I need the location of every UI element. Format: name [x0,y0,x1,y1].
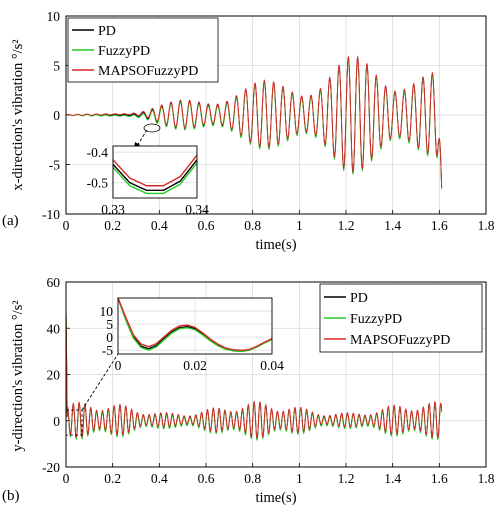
y-tick-label-b: 20 [47,368,61,383]
x-tick-label-a: 0 [63,218,70,233]
inset-line-mapsofuzzypd-b [118,298,272,352]
inset-y-tick-label-b: 5 [106,317,113,332]
inset-tick-labels-a: 0.33 0.34 -0.4 -0.5 [87,145,209,217]
x-tick-label-a: 1.4 [384,218,401,233]
inset-y-tick-label-b: 0 [106,330,113,345]
legend-a: PD FuzzyPD MAPSOFuzzyPD [67,17,219,83]
legend-label-mapsofuzzypd-b: MAPSOFuzzyPD [350,333,450,348]
y-tick-label-a: 10 [47,9,61,24]
inset-y-tick-label-a: -0.5 [87,176,109,191]
y-tick-label-b: 0 [53,414,60,429]
y-tick-label-b: 40 [47,321,61,336]
x-tick-label-a: 0.2 [104,218,121,233]
legend-b: PD FuzzyPD MAPSOFuzzyPD [319,283,483,353]
zoom-marker-a [143,123,161,133]
x-axis-label-a: time(s) [255,237,296,253]
x-tick-label-b: 0.2 [104,471,121,486]
chart-panel-a: 0 0.2 0.4 0.6 0.8 1 1.2 1.4 1.6 1.8 -10 -5 0 5 10 tim… [2,9,495,253]
x-tick-label-a: 1.8 [478,218,495,233]
inset-line-mapsofuzzypd-a [113,154,197,187]
y-tick-label-b: 60 [47,275,61,290]
plot-frame-b [65,281,487,468]
inset-x-tick-label-b: 0.04 [260,358,284,373]
y-axis-label-a: x-direction's vibration °/s² [10,39,26,191]
x-tick-label-b: 1.4 [384,471,401,486]
inset-a: 0.33 0.34 -0.4 -0.5 [87,123,209,217]
inset-line-pd-a [113,159,197,192]
inset-x-tick-label-a: 0.33 [101,202,125,217]
x-tick-labels-a: 0 0.2 0.4 0.6 0.8 1 1.2 1.4 1.6 1.8 [63,218,495,233]
legend-label-fuzzypd-b: FuzzyPD [350,312,402,327]
legend-label-pd-b: PD [350,291,368,306]
inset-frame-a [112,145,198,199]
inset-x-tick-label-b: 0.02 [183,358,207,373]
x-tick-label-b: 0.8 [244,471,261,486]
y-axis-label-b: y-direction's vibration °/s² [10,300,26,452]
legend-label-pd-a: PD [98,24,116,39]
plot-frame-a [65,15,487,215]
legend-label-fuzzypd-a: FuzzyPD [98,44,150,59]
inset-y-tick-label-a: -0.4 [87,145,109,160]
x-tick-label-b: 1 [296,471,303,486]
x-tick-label-a: 0.8 [244,218,261,233]
y-tick-label-a: -10 [42,207,60,222]
legend-label-mapsofuzzypd-a: MAPSOFuzzyPD [98,64,198,79]
y-tick-label-b: -20 [42,460,60,475]
inset-series-a [113,154,197,195]
zoom-connector-b [81,353,119,411]
y-tick-label-a: 5 [53,59,60,74]
zoom-marker-b [65,409,83,436]
x-tick-label-b: 0.6 [198,471,215,486]
x-tick-label-b: 0 [63,471,70,486]
y-tick-label-a: 0 [53,108,60,123]
x-tick-label-a: 1.6 [431,218,448,233]
x-tick-label-a: 0.4 [151,218,168,233]
x-tick-label-b: 0.4 [151,471,168,486]
zoom-arrow-a [136,129,148,147]
x-tick-label-b: 1.2 [338,471,355,486]
y-tick-label-a: -5 [49,158,60,173]
panel-label-a: (a) [2,213,19,229]
panel-label-b: (b) [2,488,20,504]
y-tick-labels-a: -10 -5 0 5 10 [42,9,60,222]
inset-line-fuzzypd-a [113,162,197,195]
x-tick-label-a: 1.2 [338,218,355,233]
x-tick-label-b: 1.6 [431,471,448,486]
inset-x-tick-label-a: 0.34 [185,202,209,217]
y-tick-labels-b: -20 0 20 40 60 [42,275,60,475]
x-tick-label-b: 1.8 [478,471,495,486]
inset-y-tick-label-b: 10 [100,304,114,319]
x-tick-labels-b: 0 0.2 0.4 0.6 0.8 1 1.2 1.4 1.6 1.8 [63,471,495,486]
inset-series-b [118,298,272,353]
series-group-a [66,55,443,189]
series-line-mapsofuzzypd-a [66,55,443,189]
inset-frame-b [117,297,273,355]
series-line-mapsofuzzypd-b [66,305,443,440]
inset-line-fuzzypd-b [118,298,272,353]
x-axis-label-b: time(s) [255,490,296,506]
series-group-b [66,305,443,442]
legend-box-b [319,283,483,353]
inset-y-tick-label-b: -5 [102,343,113,358]
x-tick-label-a: 0.6 [198,218,215,233]
x-tick-label-a: 1 [296,218,303,233]
inset-x-tick-label-b: 0 [115,358,122,373]
